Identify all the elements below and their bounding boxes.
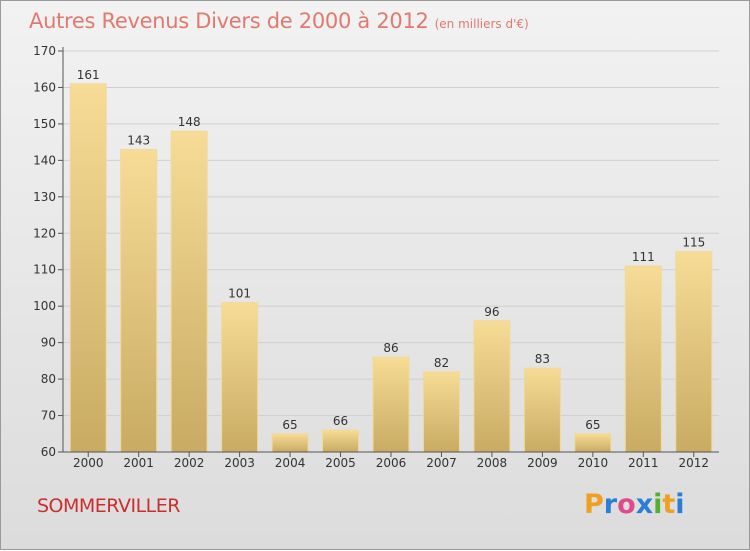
bar-2010 [574, 433, 612, 453]
bar-2004 [271, 433, 309, 453]
bar-value-label: 115 [682, 236, 705, 250]
y-tick-label: 60 [41, 445, 56, 459]
bar-value-label: 111 [632, 250, 655, 264]
bar-2000 [69, 83, 107, 453]
x-tick-label: 2005 [325, 456, 356, 470]
y-tick-label: 90 [41, 336, 56, 350]
bar-2002 [170, 130, 208, 453]
y-tick-label: 170 [33, 44, 56, 58]
y-tick-label: 150 [33, 117, 56, 131]
x-tick-label: 2001 [123, 456, 154, 470]
x-tick-label: 2000 [73, 456, 104, 470]
bar-value-label: 66 [333, 414, 348, 428]
bar-value-label: 82 [434, 356, 449, 370]
bar-value-label: 86 [383, 341, 398, 355]
y-tick-label: 70 [41, 409, 56, 423]
bar-value-label: 101 [228, 287, 251, 301]
chart-title: Autres Revenus Divers de 2000 à 2012 (en … [29, 9, 529, 33]
bar-value-label: 143 [127, 133, 150, 147]
bar-value-label: 96 [484, 305, 499, 319]
y-tick-label: 80 [41, 372, 56, 386]
bar-2009 [523, 367, 561, 453]
bar-value-label: 83 [535, 352, 550, 366]
x-tick-label: 2004 [275, 456, 306, 470]
bar-2001 [120, 148, 158, 453]
logo-letter: t [662, 489, 676, 520]
x-tick-label: 2012 [678, 456, 709, 470]
x-tick-label: 2009 [527, 456, 558, 470]
proxiti-logo[interactable]: Proxiti [584, 489, 685, 520]
logo-letter: x [635, 489, 654, 520]
logo-letter: P [584, 489, 604, 520]
bar-2005 [322, 429, 360, 453]
chart-subtitle: (en milliers d'€) [434, 17, 529, 31]
title-text: Autres Revenus Divers de 2000 à 2012 [29, 9, 429, 33]
bar-value-label: 148 [178, 115, 201, 129]
logo-letter: r [603, 489, 618, 520]
logo-letter: i [653, 489, 663, 520]
y-tick-label: 160 [33, 80, 56, 94]
bar-2012 [675, 251, 713, 453]
x-tick-label: 2006 [376, 456, 407, 470]
logo-letter: o [617, 489, 636, 520]
y-tick-label: 100 [33, 299, 56, 313]
axes: 60 70 80 90 100 110 120 130 140 150 160 170 2000 2001… [33, 44, 719, 470]
bar-2011 [624, 265, 662, 453]
bar-value-label: 65 [282, 418, 297, 432]
y-tick-label: 110 [33, 263, 56, 277]
logo-letter: i [675, 489, 685, 520]
x-tick-label: 2003 [224, 456, 255, 470]
x-tick-label: 2010 [578, 456, 609, 470]
x-tick-label: 2011 [628, 456, 659, 470]
bar-2006 [372, 356, 410, 453]
bar-2008 [473, 320, 511, 453]
x-tick-label: 2008 [477, 456, 508, 470]
bar-value-label: 161 [77, 68, 100, 82]
bar-2007 [422, 371, 460, 453]
bar-value-label: 65 [585, 418, 600, 432]
y-tick-label: 140 [33, 153, 56, 167]
x-tick-label: 2002 [174, 456, 205, 470]
y-tick-label: 130 [33, 190, 56, 204]
x-tick-label: 2007 [426, 456, 457, 470]
bars: 161 143 148 101 65 66 86 82 96 83 65 111 115 [69, 68, 713, 453]
y-tick-label: 120 [33, 226, 56, 240]
bar-2003 [221, 302, 259, 453]
commune-name: SOMMERVILLER [37, 495, 180, 517]
